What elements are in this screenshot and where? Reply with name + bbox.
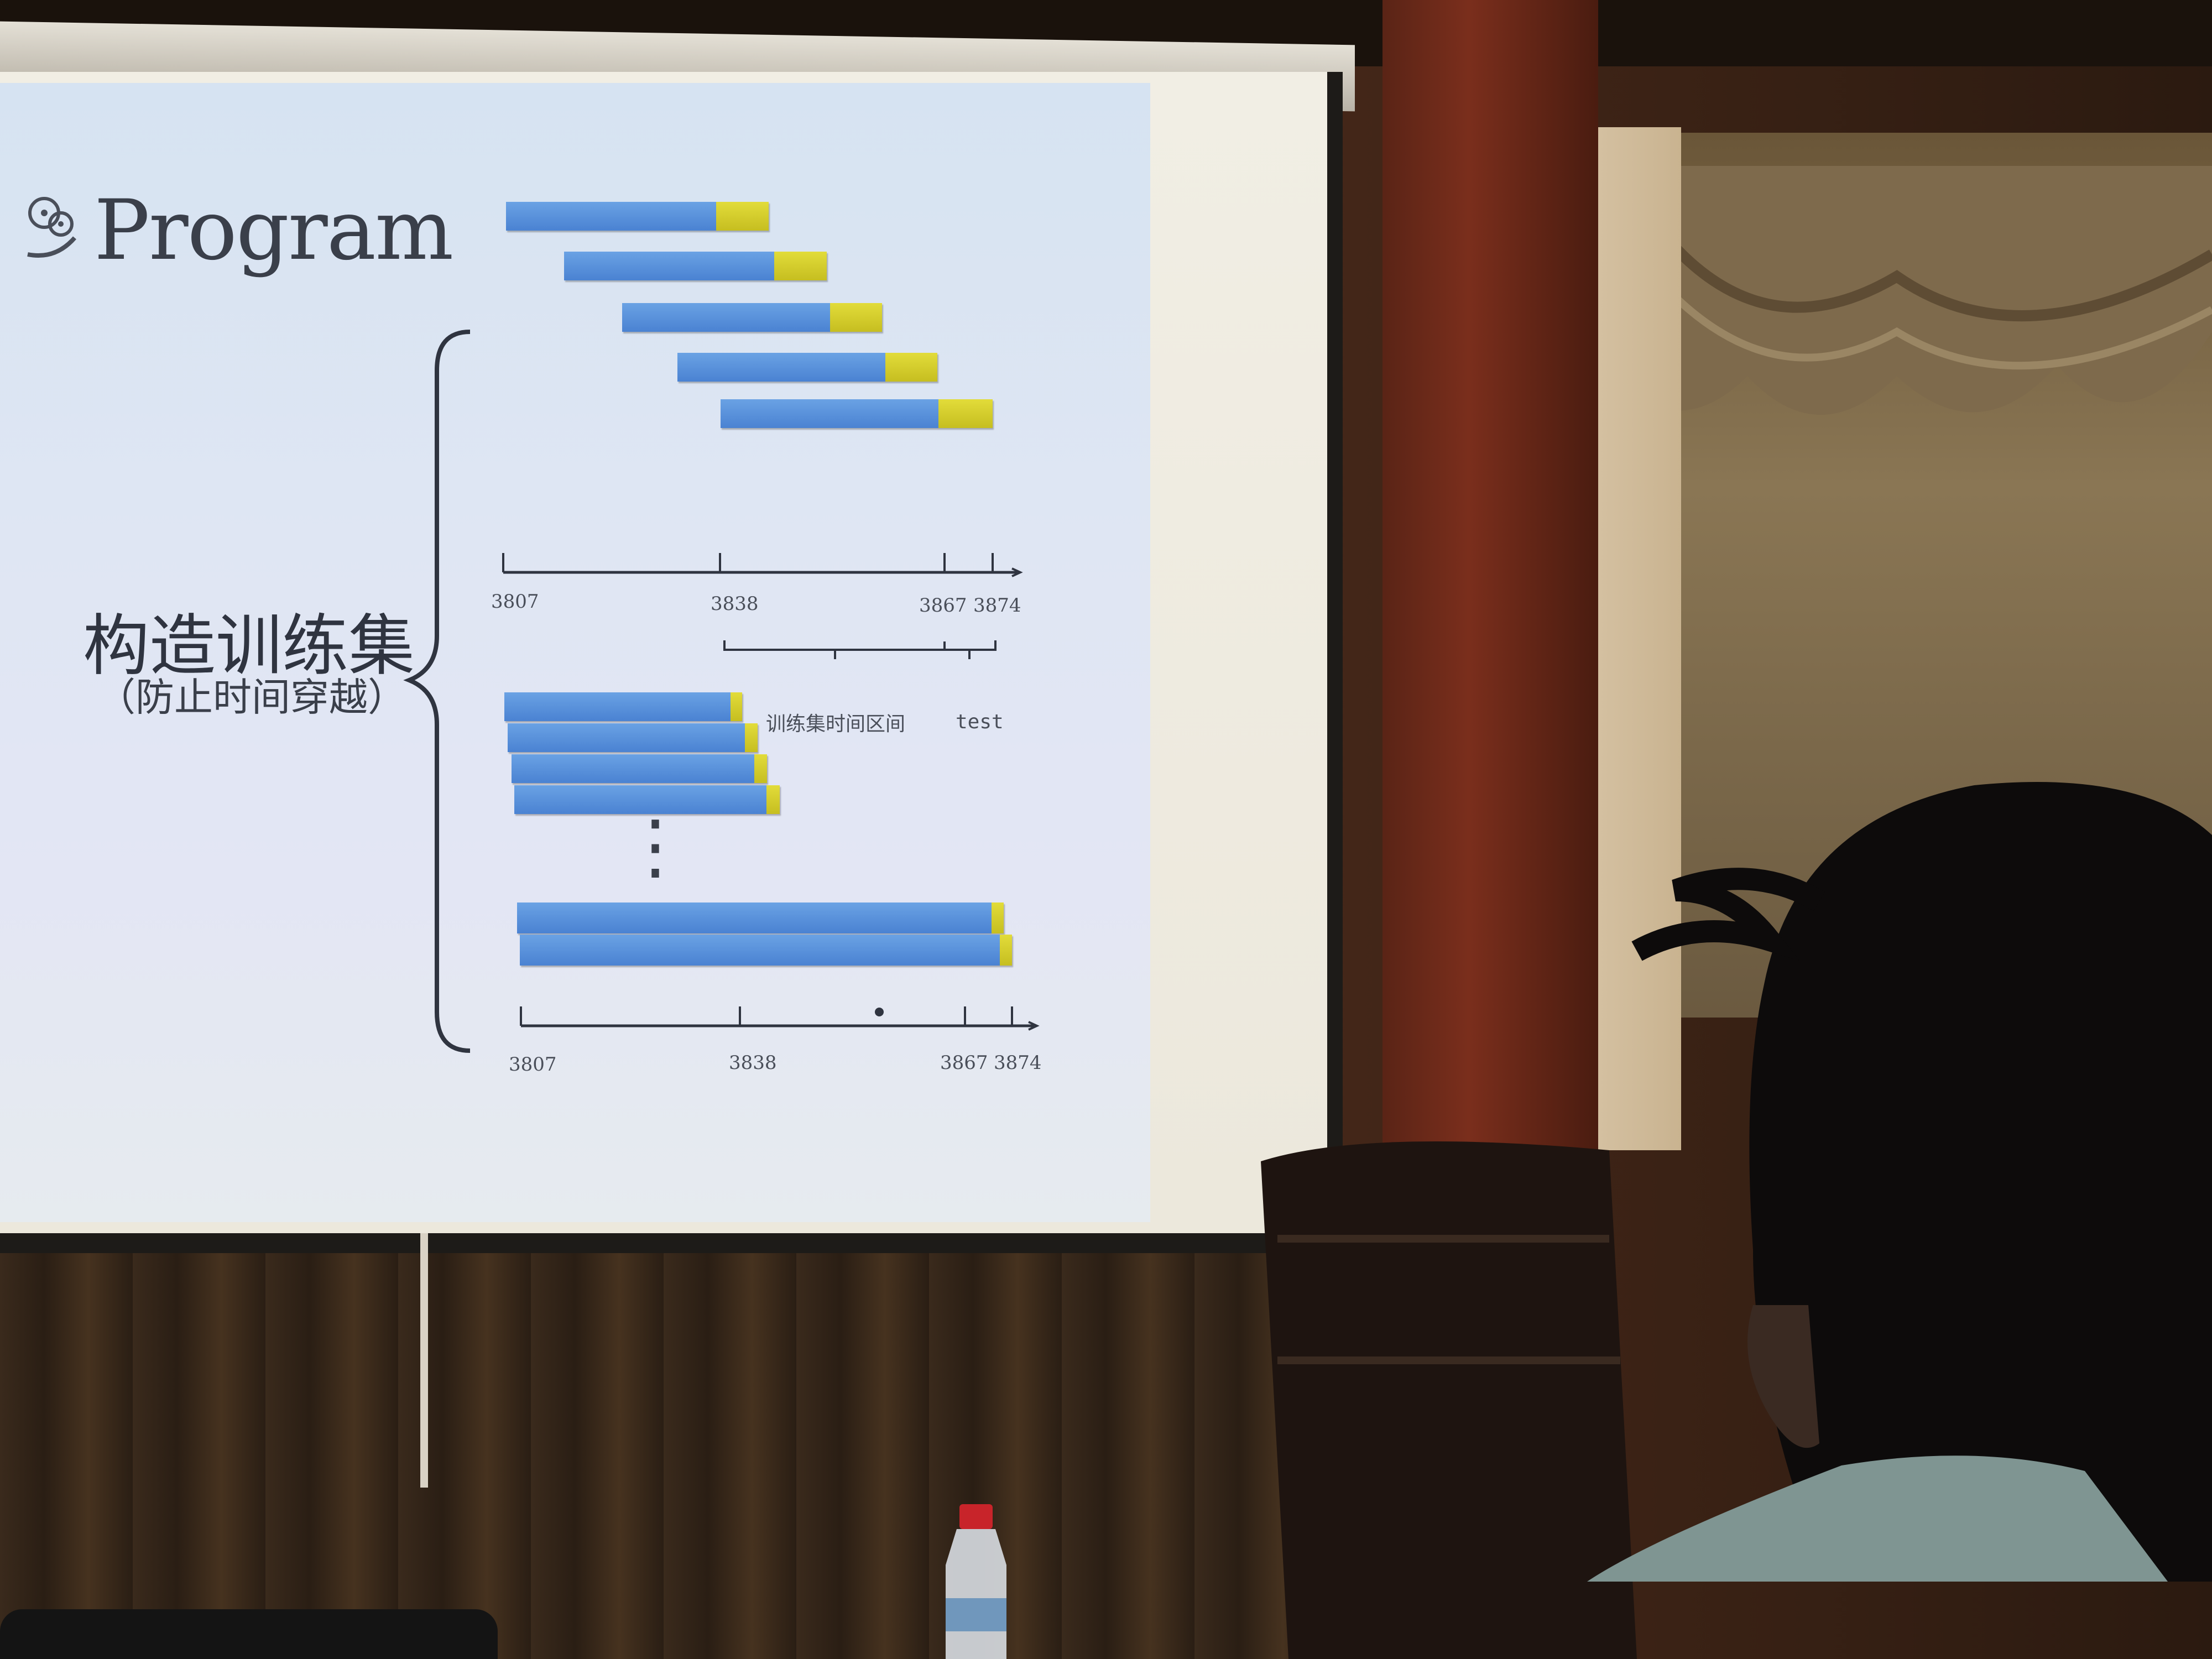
tick-label-3874-bottom: 3874 (994, 1052, 1042, 1074)
tick-label-3807: 3807 (491, 591, 539, 613)
tick-label-3874: 3874 (973, 594, 1021, 617)
window-bar-2 (564, 252, 827, 280)
tick-label-3867: 3867 (919, 594, 967, 617)
window-bar-4 (677, 353, 937, 382)
curtain-valance (1637, 166, 2212, 415)
window-bar-1 (506, 202, 769, 231)
test-label: test (956, 711, 1004, 733)
expanding-bar-5 (517, 902, 1004, 933)
film-reel-icon (27, 197, 77, 258)
expanding-bar-6 (520, 935, 1012, 966)
ellipsis-dots: ⋮ (619, 804, 691, 888)
expanding-bar-3 (512, 754, 767, 783)
stage-drapes (0, 1233, 1327, 1659)
tick-label-3867-bottom: 3867 (940, 1052, 988, 1074)
expanding-bar-4 (514, 785, 780, 814)
slide-heading: 构造训练集 (83, 608, 415, 685)
train-interval-label: 训练集时间区间 (766, 713, 906, 735)
laptop-edge (0, 1609, 498, 1659)
slide-subheading: （防止时间穿越） (97, 675, 406, 720)
tick-label-3838-bottom: 3838 (729, 1052, 777, 1074)
wood-pillar (1383, 0, 1598, 1189)
tick-label-3807-bottom: 3807 (509, 1053, 557, 1076)
timeline-axis-top (502, 553, 1023, 659)
screen-stand (420, 1233, 428, 1488)
window-bar-3 (622, 303, 882, 332)
chair (1261, 1141, 1637, 1659)
window-bar-5 (721, 399, 993, 428)
expanding-bar-1 (504, 692, 742, 721)
water-bottle (946, 1504, 1006, 1659)
tick-label-3838: 3838 (711, 593, 759, 615)
timeline-axis-bottom (520, 1006, 1040, 1031)
expanding-bar-2 (508, 723, 758, 752)
slide-title: Program (94, 182, 453, 279)
audience-member (1587, 782, 2212, 1582)
curly-brace (403, 330, 471, 1053)
slide: Program 构造训练集 （防止时间穿越） 3807 3838 3867 38… (0, 83, 1150, 1222)
